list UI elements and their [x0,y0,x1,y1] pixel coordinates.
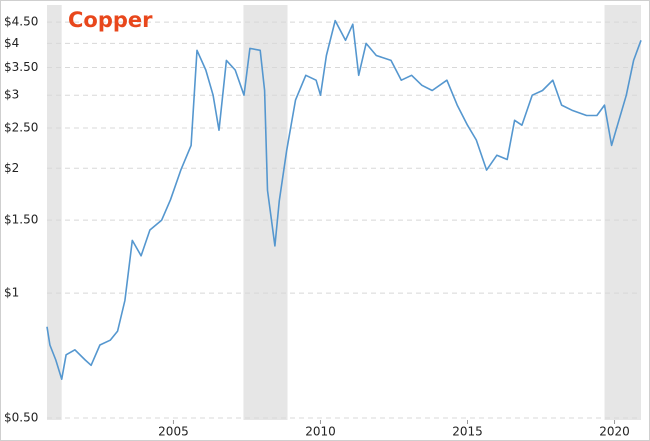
recession-band [47,5,62,420]
x-tick-label: 2020 [599,425,630,439]
y-tick-label: $3.50 [4,60,38,74]
y-tick-label: $1 [4,286,19,300]
chart-title: Copper [68,8,153,32]
x-tick-label: 2005 [158,425,189,439]
y-tick-label: $2 [4,161,19,175]
recession-shading [47,5,641,420]
x-tick-label: 2015 [452,425,483,439]
grid [47,21,641,424]
price-line [46,19,642,380]
plot [46,19,642,380]
recession-band [243,5,288,420]
y-tick-label: $0.50 [4,411,38,425]
y-tick-label: $2.50 [4,121,38,135]
y-tick-label: $4.50 [4,15,38,29]
recession-band [604,5,641,420]
x-tick-label: 2010 [305,425,336,439]
y-tick-label: $1.50 [4,213,38,227]
y-tick-label: $4 [4,36,19,50]
y-tick-label: $3 [4,88,19,102]
